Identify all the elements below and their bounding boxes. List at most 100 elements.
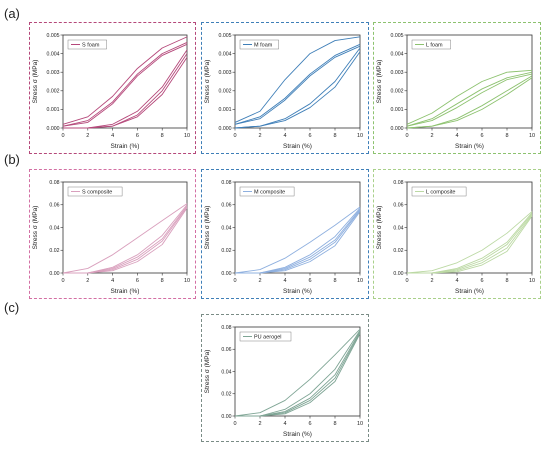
x-tick-label: 10: [184, 278, 190, 284]
y-tick-label: 0.002: [219, 89, 232, 95]
chart-panel-3: 0 2 4 6 8 10 0.000 0.001 0.002 0.003 0.004 0.005 Str…: [373, 22, 541, 154]
y-tick-label: 0.004: [391, 51, 404, 57]
x-tick-label: 6: [308, 133, 311, 139]
series-line: [406, 71, 533, 127]
plot-frame: [62, 181, 188, 274]
y-tick-label: 0.04: [221, 369, 231, 375]
y-tick-label: 0.06: [221, 347, 231, 353]
x-tick-label: 2: [258, 421, 261, 427]
x-axis-label: Strain (%): [283, 431, 312, 438]
series-line: [62, 36, 188, 125]
y-tick-label: 0.04: [49, 225, 59, 231]
chart-svg: 0 2 4 6 8 10 0.00 0.02 0.04 0.06 0.08 Strain (%) Str…: [376, 180, 535, 295]
y-tick-label: 0.005: [47, 33, 60, 39]
x-tick-label: 10: [357, 421, 363, 427]
x-tick-label: 6: [308, 278, 311, 284]
y-tick-label: 0.00: [49, 271, 59, 277]
x-axis-label: Strain (%): [111, 143, 140, 150]
series-line: [62, 43, 188, 127]
legend-label: L foam: [426, 43, 443, 49]
legend-label: L composite: [426, 190, 455, 196]
y-tick-label: 0.00: [393, 271, 403, 277]
series-line: [62, 42, 188, 127]
series-line: [63, 207, 188, 274]
y-tick-label: 0.08: [393, 180, 403, 186]
x-axis-label: Strain (%): [283, 143, 312, 150]
x-axis-label: Strain (%): [455, 288, 484, 295]
y-tick-label: 0.02: [49, 248, 59, 254]
x-tick-label: 6: [136, 278, 139, 284]
y-tick-label: 0.06: [49, 203, 59, 209]
legend-label: S foam: [82, 43, 100, 49]
y-tick-label: 0.000: [219, 126, 232, 132]
chart-panel-1: 0 2 4 6 8 10 0.000 0.001 0.002 0.003 0.004 0.005 Str…: [29, 22, 196, 154]
chart-svg: 0 2 4 6 8 10 0.00 0.02 0.04 0.06 0.08 Strain (%) Str…: [204, 325, 363, 438]
x-tick-label: 10: [529, 133, 535, 139]
legend-label: S composite: [82, 190, 112, 196]
x-axis-label: Strain (%): [111, 288, 140, 295]
x-tick-label: 8: [161, 133, 164, 139]
legend-box: [411, 186, 467, 197]
chart-svg: 0 2 4 6 8 10 0.00 0.02 0.04 0.06 0.08 Strain (%) Str…: [32, 180, 190, 295]
legend-box: [67, 186, 123, 197]
series-line: [234, 206, 361, 274]
series-line: [407, 215, 533, 274]
y-tick-label: 0.002: [391, 89, 404, 95]
y-axis-label: Stress σ (MPa): [32, 206, 39, 250]
x-tick-label: 6: [480, 133, 483, 139]
y-tick-label: 0.08: [49, 180, 59, 186]
legend-box: [67, 39, 107, 50]
x-tick-label: 4: [111, 278, 114, 284]
y-tick-label: 0.001: [391, 107, 404, 113]
x-tick-label: 8: [161, 278, 164, 284]
x-tick-label: 8: [505, 278, 508, 284]
y-tick-label: 0.08: [221, 325, 231, 331]
legend-box: [239, 39, 279, 50]
x-tick-label: 8: [333, 278, 336, 284]
series-line: [62, 203, 188, 274]
series-line: [406, 211, 533, 274]
section-label-b: (b): [4, 152, 20, 167]
y-tick-label: 0.001: [219, 107, 232, 113]
chart-svg: 0 2 4 6 8 10 0.00 0.02 0.04 0.06 0.08 Strain (%) Str…: [204, 180, 363, 295]
section-label-a: (a): [4, 6, 20, 21]
x-tick-label: 0: [233, 421, 236, 427]
plot-frame: [234, 181, 361, 274]
y-tick-label: 0.06: [221, 203, 231, 209]
y-tick-label: 0.004: [47, 51, 60, 57]
x-tick-label: 8: [333, 133, 336, 139]
y-axis-label: Stress σ (MPa): [376, 60, 383, 104]
x-tick-label: 2: [86, 278, 89, 284]
y-tick-label: 0.005: [391, 33, 404, 39]
y-tick-label: 0.06: [393, 203, 403, 209]
series-line: [234, 328, 361, 417]
x-tick-label: 6: [480, 278, 483, 284]
x-tick-label: 4: [455, 133, 458, 139]
y-tick-label: 0.02: [221, 392, 231, 398]
x-tick-label: 6: [308, 421, 311, 427]
y-tick-label: 0.000: [47, 126, 60, 132]
y-axis-label: Stress σ (MPa): [32, 60, 39, 104]
x-tick-label: 0: [233, 133, 236, 139]
y-tick-label: 0.00: [221, 414, 231, 420]
y-tick-label: 0.003: [47, 70, 60, 76]
x-tick-label: 0: [233, 278, 236, 284]
chart-panel-6: 0 2 4 6 8 10 0.00 0.02 0.04 0.06 0.08 Strain (%) Str…: [373, 169, 541, 299]
y-axis-label: Stress σ (MPa): [204, 350, 211, 394]
x-tick-label: 2: [258, 278, 261, 284]
y-tick-label: 0.08: [221, 180, 231, 186]
series-line: [63, 57, 188, 129]
x-tick-label: 4: [111, 133, 114, 139]
x-tick-label: 6: [136, 133, 139, 139]
plot-frame: [406, 181, 533, 274]
y-tick-label: 0.02: [221, 248, 231, 254]
y-tick-label: 0.000: [391, 126, 404, 132]
legend-box: [239, 331, 292, 342]
chart-svg: 0 2 4 6 8 10 0.000 0.001 0.002 0.003 0.004 0.005 Str…: [204, 33, 363, 150]
legend-label: M composite: [254, 190, 285, 196]
x-tick-label: 4: [455, 278, 458, 284]
y-tick-label: 0.003: [219, 70, 232, 76]
chart-panel-2: 0 2 4 6 8 10 0.000 0.001 0.002 0.003 0.004 0.005 Str…: [201, 22, 369, 154]
x-tick-label: 8: [333, 421, 336, 427]
series-line: [235, 211, 361, 274]
